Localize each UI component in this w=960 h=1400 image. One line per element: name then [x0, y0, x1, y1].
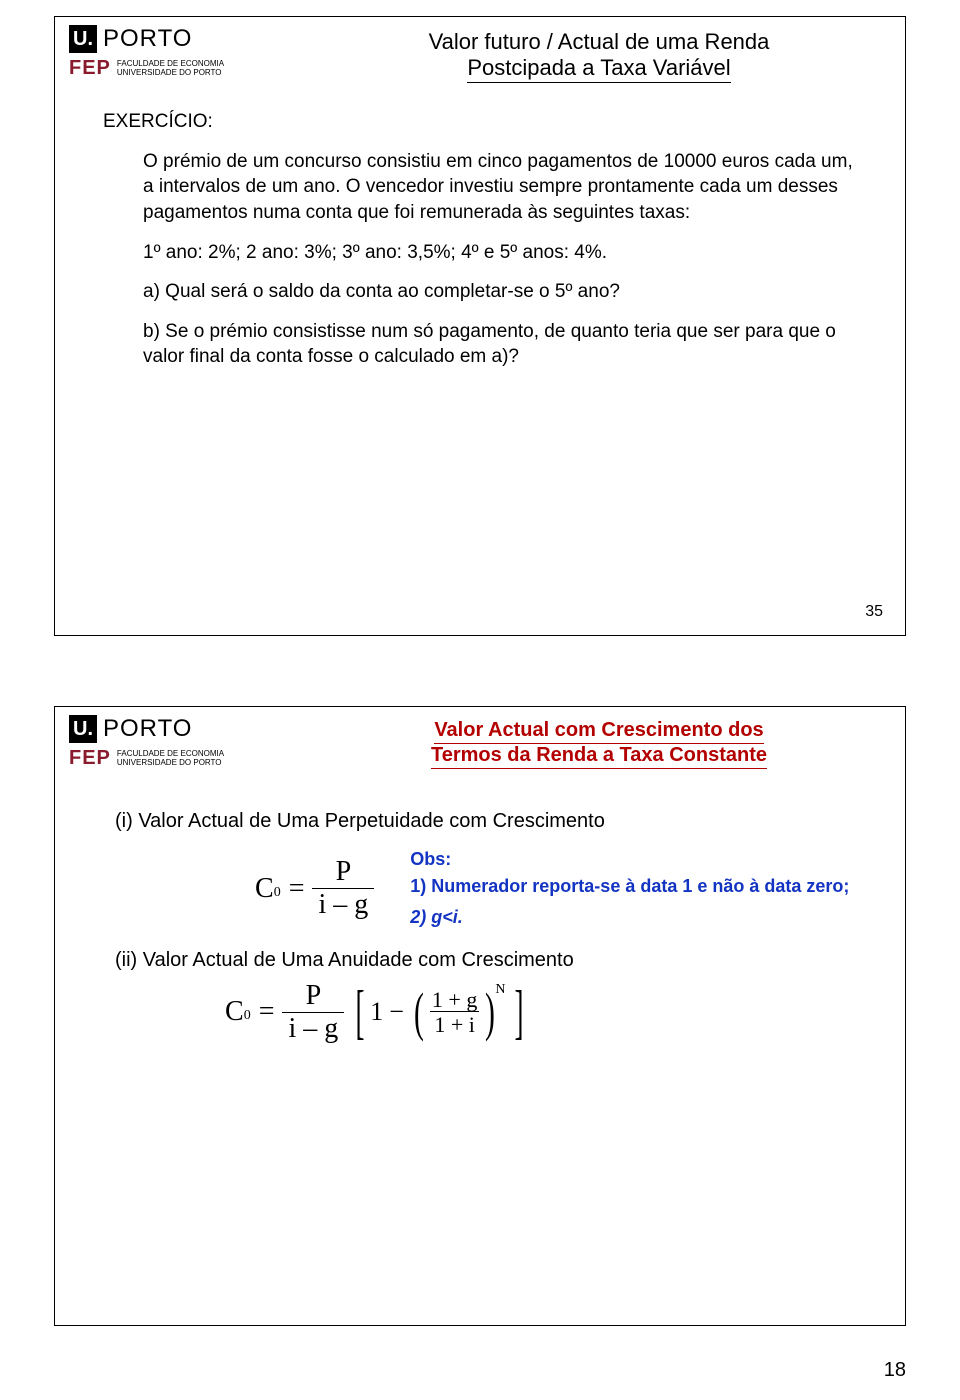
slide1-body: EXERCÍCIO: O prémio de um concurso consi… [55, 83, 905, 394]
right-paren-icon: ) [485, 992, 495, 1033]
slide2-body: (i) Valor Actual de Uma Perpetuidade com… [55, 770, 905, 1053]
fraction-growth-ratio: 1 + g 1 + i [428, 989, 481, 1036]
obs-line-2: 2) g<i. [410, 905, 849, 930]
fraction-p-over-ig: P i – g [312, 858, 374, 919]
right-bracket-icon: ] [515, 988, 524, 1036]
fep-subtitle: FACULDADE DE ECONOMIA UNIVERSIDADE DO PO… [117, 60, 224, 78]
page-footer-number: 18 [884, 1359, 906, 1382]
slide1-header: U. PORTO FEP FACULDADE DE ECONOMIA UNIVE… [55, 17, 905, 83]
obs-title: Obs: [410, 847, 849, 872]
slide1-page-number: 35 [865, 603, 883, 621]
fep-label: FEP [69, 57, 111, 80]
fep-sub-line2: UNIVERSIDADE DO PORTO [117, 68, 222, 77]
paren-fraction: ( 1 + g 1 + i ) N [410, 989, 510, 1036]
obs-line-1: 1) Numerador reporta-se à data 1 e não à… [410, 874, 849, 899]
bracket-expression: [ 1 − ( 1 + g 1 + i ) N ] [350, 988, 529, 1036]
fep-row-2: FEP FACULDADE DE ECONOMIA UNIVERSIDADE D… [69, 747, 289, 770]
fep-subtitle-2: FACULDADE DE ECONOMIA UNIVERSIDADE DO PO… [117, 750, 224, 768]
slide2-title-line1: Valor Actual com Crescimento dos [307, 719, 891, 744]
formula-perpetuity: C0 = P i – g [255, 858, 374, 919]
exercicio-content: O prémio de um concurso consistiu em cin… [103, 149, 857, 370]
logo-block-2: U. PORTO FEP FACULDADE DE ECONOMIA UNIVE… [69, 715, 289, 770]
slide-2: U. PORTO FEP FACULDADE DE ECONOMIA UNIVE… [54, 706, 906, 1326]
slide1-title: Valor futuro / Actual de uma Renda Postc… [307, 25, 891, 83]
u-badge-2: U. [69, 715, 97, 743]
formula-annuity: C0 = P i – g [ 1 − ( 1 + g 1 + i [225, 982, 857, 1043]
logo-porto-2: U. PORTO [69, 715, 289, 743]
fep-row: FEP FACULDADE DE ECONOMIA UNIVERSIDADE D… [69, 57, 289, 80]
obs-block: Obs: 1) Numerador reporta-se à data 1 e … [410, 847, 849, 931]
porto-text: PORTO [103, 25, 192, 53]
slide2-title: Valor Actual com Crescimento dos Termos … [307, 715, 891, 769]
inner-expression: 1 − ( 1 + g 1 + i ) N [370, 989, 509, 1036]
fep-sub-line1: FACULDADE DE ECONOMIA [117, 59, 224, 68]
exponent-n: N [495, 982, 505, 998]
logo-porto: U. PORTO [69, 25, 289, 53]
porto-text-2: PORTO [103, 715, 192, 743]
slide2-header: U. PORTO FEP FACULDADE DE ECONOMIA UNIVE… [55, 707, 905, 770]
heading-i: (i) Valor Actual de Uma Perpetuidade com… [115, 810, 857, 833]
fep-label-2: FEP [69, 747, 111, 770]
logo-block: U. PORTO FEP FACULDADE DE ECONOMIA UNIVE… [69, 25, 289, 80]
u-badge: U. [69, 25, 97, 53]
slide1-title-line2: Postcipada a Taxa Variável [307, 55, 891, 83]
slide1-title-line1: Valor futuro / Actual de uma Renda [307, 29, 891, 55]
formula-perpetuity-row: C0 = P i – g Obs: 1) Numerador reporta-s… [255, 847, 857, 931]
left-paren-icon: ( [414, 992, 424, 1033]
slide1-p1: O prémio de um concurso consistiu em cin… [143, 149, 857, 226]
slide1-p3: a) Qual será o saldo da conta ao complet… [143, 279, 857, 305]
heading-ii: (ii) Valor Actual de Uma Anuidade com Cr… [115, 949, 857, 972]
slide-1: U. PORTO FEP FACULDADE DE ECONOMIA UNIVE… [54, 16, 906, 636]
slide2-title-line2: Termos da Renda a Taxa Constante [307, 744, 891, 769]
exercicio-label: EXERCÍCIO: [103, 109, 857, 135]
fraction-p-over-ig-2: P i – g [282, 982, 344, 1043]
left-bracket-icon: [ [356, 988, 365, 1036]
slide1-p4: b) Se o prémio consistisse num só pagame… [143, 319, 857, 370]
slide1-p2: 1º ano: 2%; 2 ano: 3%; 3º ano: 3,5%; 4º … [143, 240, 857, 266]
